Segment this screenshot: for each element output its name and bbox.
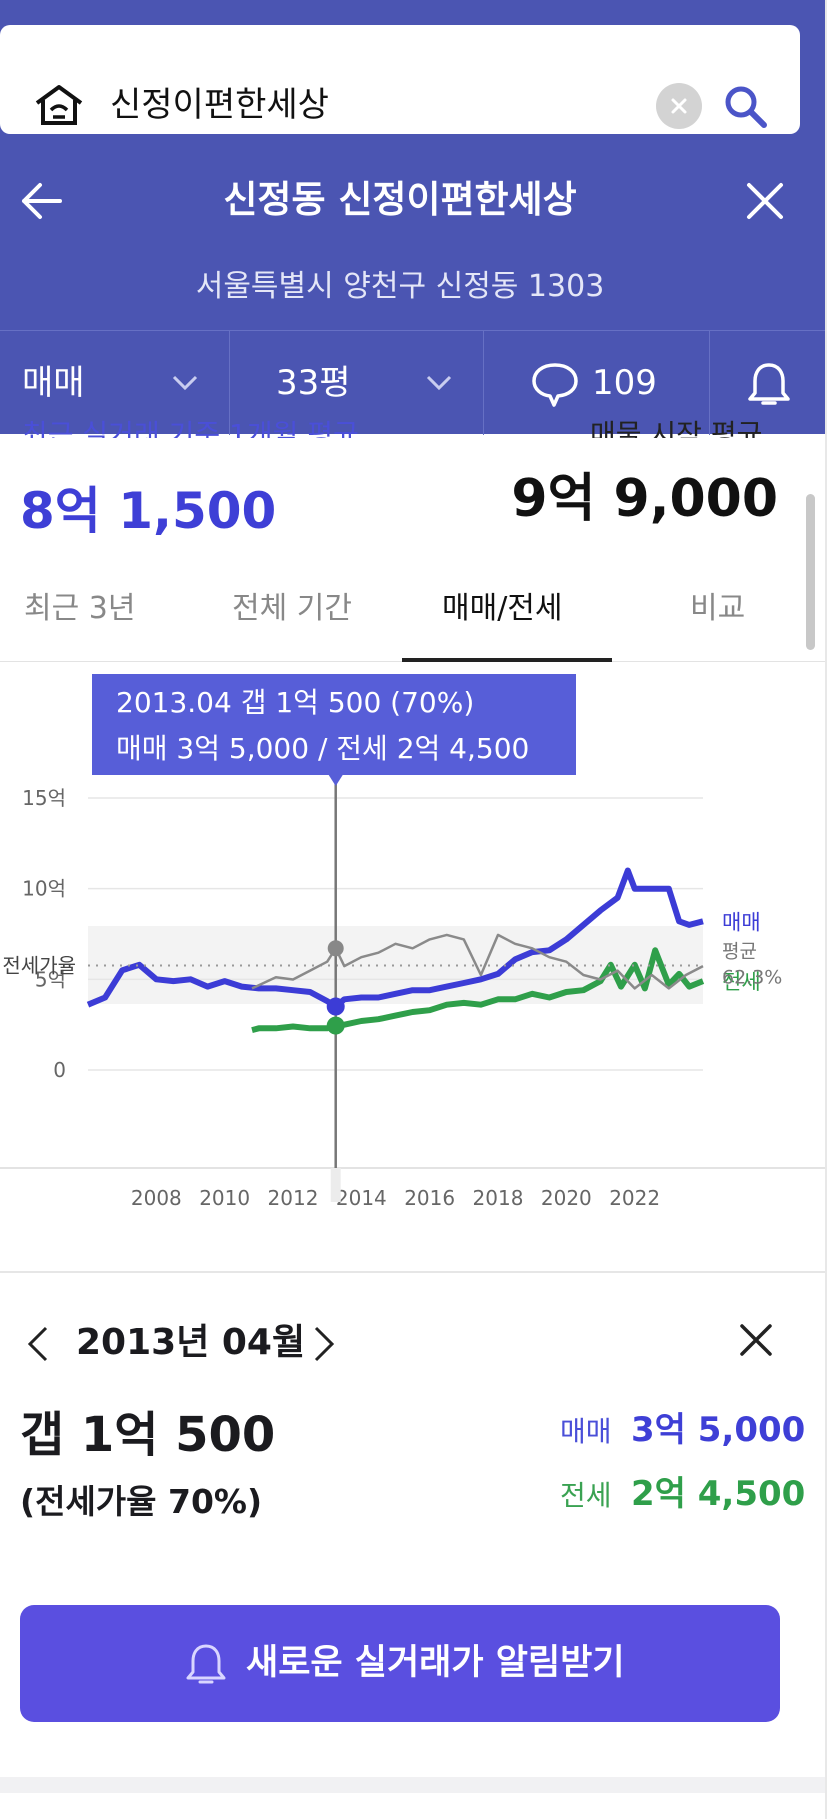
ratio-average-label: 평균 bbox=[722, 940, 757, 962]
subscribe-alert-button[interactable]: 새로운 실거래가 알림받기 bbox=[20, 1605, 780, 1722]
back-arrow-icon[interactable] bbox=[16, 176, 66, 226]
y-tick-label: 15억 bbox=[22, 786, 66, 810]
clear-icon bbox=[671, 98, 687, 114]
trade-type-value: 매매 bbox=[22, 363, 85, 403]
jeonse-value: 2억 4,500 bbox=[631, 1474, 806, 1514]
selected-sale-point bbox=[326, 997, 345, 1016]
series-label: 매매 bbox=[722, 910, 761, 934]
listing-price-caption: 매물 시작 평균 bbox=[590, 420, 763, 438]
bell-icon bbox=[186, 1644, 226, 1684]
x-tick-label: 2018 bbox=[473, 1186, 524, 1210]
filter-bar: 매매 33평 109 bbox=[0, 330, 827, 435]
home-search-icon bbox=[35, 85, 83, 125]
scrollbar[interactable] bbox=[806, 494, 815, 650]
jeonse-ratio: (전세가율 70%) bbox=[20, 1482, 263, 1521]
bell-icon bbox=[748, 363, 790, 405]
section-divider bbox=[0, 1271, 827, 1273]
bottom-divider bbox=[0, 1777, 827, 1793]
comment-count: 109 bbox=[592, 363, 657, 403]
listing-average-price: 9억 9,000 bbox=[511, 469, 778, 529]
search-input[interactable]: 신정이편한세상 bbox=[110, 85, 329, 125]
size-dropdown[interactable]: 33평 bbox=[230, 331, 484, 435]
tooltip-pointer bbox=[328, 775, 343, 786]
selection-handle bbox=[330, 1168, 341, 1202]
selected-ratio-point bbox=[327, 940, 344, 957]
chevron-left-icon[interactable] bbox=[20, 1322, 56, 1366]
page-title: 신정동 신정이편한세상 bbox=[223, 178, 577, 221]
tab-sale-jeonse[interactable]: 매매/전세 bbox=[442, 591, 563, 626]
subscribe-alert-label: 새로운 실거래가 알림받기 bbox=[246, 1643, 625, 1683]
y-tick-label: 10억 bbox=[22, 877, 66, 901]
search-box[interactable]: 신정이편한세상 bbox=[0, 25, 800, 134]
close-icon[interactable] bbox=[736, 1318, 776, 1362]
tooltip-line-2: 매매 3억 5,000 / 전세 2억 4,500 bbox=[116, 732, 530, 765]
chart-tooltip: 2013.04 갭 1억 500 (70%) 매매 3억 5,000 / 전세 … bbox=[92, 674, 576, 775]
chevron-right-icon[interactable] bbox=[306, 1322, 342, 1366]
sale-label: 매매 bbox=[560, 1415, 612, 1448]
x-tick-label: 2008 bbox=[131, 1186, 182, 1210]
sale-value: 3억 5,000 bbox=[631, 1410, 806, 1450]
gap-amount: 갭 1억 500 bbox=[20, 1407, 276, 1463]
x-tick-label: 2010 bbox=[199, 1186, 250, 1210]
top-header: 신정이편한세상 신정동 신정이편한세상 서울특별시 양천구 신정동 1303 매… bbox=[0, 0, 827, 435]
ratio-axis-label: 전세가율 bbox=[2, 953, 76, 977]
selected-jeonse-point bbox=[326, 1016, 345, 1035]
y-tick-label: 5억 bbox=[35, 967, 66, 991]
comments-button[interactable]: 109 bbox=[484, 331, 710, 435]
alert-button[interactable] bbox=[710, 331, 827, 435]
tooltip-line-1: 2013.04 갭 1억 500 (70%) bbox=[116, 686, 475, 719]
tab-compare[interactable]: 비교 bbox=[690, 591, 746, 626]
close-icon[interactable] bbox=[740, 176, 790, 226]
size-value: 33평 bbox=[276, 363, 351, 403]
x-tick-label: 2016 bbox=[404, 1186, 455, 1210]
y-tick-label: 0 bbox=[53, 1058, 66, 1082]
jeonse-label: 전세 bbox=[560, 1479, 612, 1512]
tab-all-period[interactable]: 전체 기간 bbox=[232, 591, 352, 626]
chevron-down-icon bbox=[172, 375, 198, 391]
series-label: 전세 bbox=[722, 970, 761, 994]
edge-line bbox=[825, 0, 827, 1819]
series-line-매매 bbox=[86, 867, 704, 1010]
detail-date: 2013년 04월 bbox=[76, 1322, 306, 1363]
price-chart[interactable]: 15억 10억 5억 0 2008 2010 2012 2014 2016 2018 2020 202… bbox=[0, 664, 827, 1270]
tab-recent-3y[interactable]: 최근 3년 bbox=[24, 591, 136, 626]
x-tick-label: 2022 bbox=[609, 1186, 660, 1210]
x-tick-label: 2012 bbox=[268, 1186, 319, 1210]
address-text: 서울특별시 양천구 신정동 1303 bbox=[195, 269, 605, 304]
average-price-caption: 최근 실거래 기준 1개월 평균 bbox=[22, 420, 359, 438]
clear-search-button[interactable] bbox=[656, 83, 702, 129]
trade-type-dropdown[interactable]: 매매 bbox=[0, 331, 230, 435]
chevron-down-icon bbox=[426, 375, 452, 391]
search-icon[interactable] bbox=[720, 81, 770, 131]
speech-bubble-icon bbox=[532, 363, 578, 407]
period-tabs: 최근 3년 전체 기간 매매/전세 비교 bbox=[0, 566, 827, 662]
active-tab-indicator bbox=[402, 658, 612, 662]
x-tick-label: 2020 bbox=[541, 1186, 592, 1210]
x-tick-label: 2014 bbox=[336, 1186, 387, 1210]
ratio-average-value: 62.3% bbox=[722, 966, 782, 988]
recent-average-price: 8억 1,500 bbox=[20, 482, 277, 540]
